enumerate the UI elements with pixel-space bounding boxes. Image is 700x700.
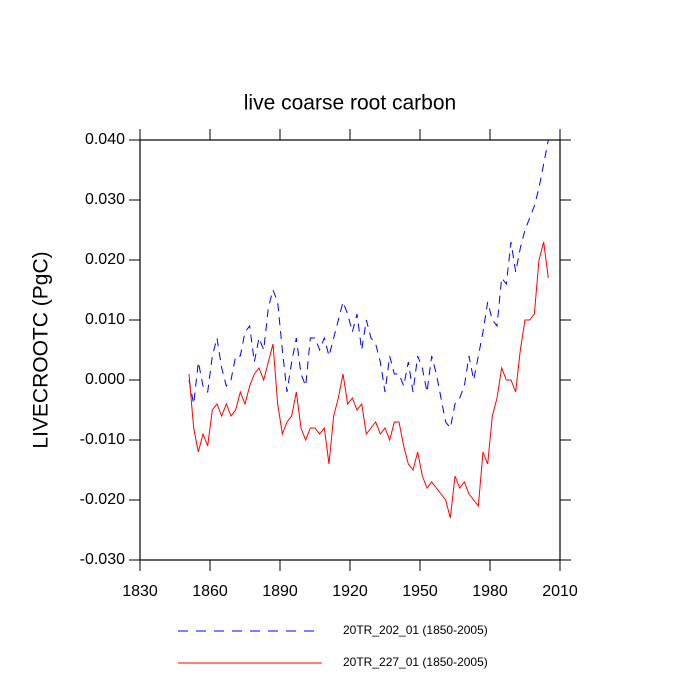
y-tick-label: 0.030 (85, 191, 125, 208)
x-tick-label: 1980 (472, 583, 508, 600)
y-tick-label: -0.030 (80, 551, 125, 568)
y-tick-label: 0.010 (85, 311, 125, 328)
y-tick-label: -0.010 (80, 431, 125, 448)
y-axis-label: LIVECROOTC (PgC) (30, 251, 53, 448)
chart-title: live coarse root carbon (244, 92, 456, 115)
x-tick-label: 1890 (262, 583, 298, 600)
legend-label: 20TR_202_01 (1850-2005) (343, 623, 488, 637)
y-tick-label: -0.020 (80, 491, 125, 508)
y-tick-label: 0.000 (85, 371, 125, 388)
x-tick-label: 1950 (402, 583, 438, 600)
legend-label: 20TR_227_01 (1850-2005) (343, 655, 488, 669)
x-tick-label: 1860 (192, 583, 228, 600)
series-line (188, 241, 549, 519)
x-tick-label: 2010 (542, 583, 578, 600)
x-tick-label: 1830 (122, 583, 158, 600)
plot-frame (139, 139, 561, 561)
series-line (188, 139, 549, 430)
x-tick-label: 1920 (332, 583, 368, 600)
y-tick-label: 0.040 (85, 131, 125, 148)
y-tick-label: 0.020 (85, 251, 125, 268)
